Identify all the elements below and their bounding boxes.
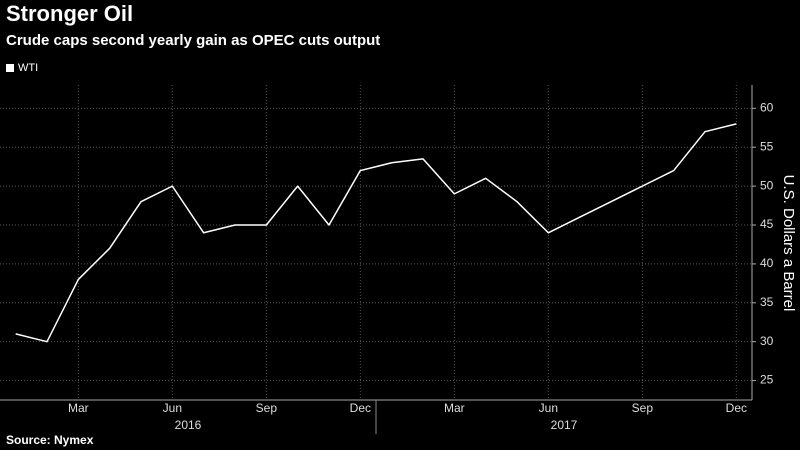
x-tick-label: Jun [163, 401, 182, 415]
legend-label: WTI [18, 62, 38, 74]
y-tick-label: 60 [760, 101, 774, 115]
y-tick-label: 45 [760, 217, 774, 231]
x-tick-label: Sep [256, 401, 278, 415]
y-tick-label: 40 [760, 256, 774, 270]
x-tick-label: Dec [726, 401, 747, 415]
year-label: 2016 [175, 418, 202, 432]
x-tick-label: Mar [444, 401, 465, 415]
y-tick-label: 50 [760, 178, 774, 192]
y-tick-label: 55 [760, 139, 774, 153]
y-tick-label: 35 [760, 295, 774, 309]
y-axis-label: U.S. Dollars a Barrel [780, 175, 797, 312]
x-tick-label: Mar [68, 401, 89, 415]
line-series [15, 123, 737, 343]
chart-title: Stronger Oil [6, 1, 133, 26]
source: Source: Nymex [6, 433, 94, 447]
y-tick-label: 25 [760, 373, 774, 387]
x-tick-label: Dec [350, 401, 371, 415]
x-tick-label: Sep [632, 401, 654, 415]
legend-swatch [6, 64, 14, 72]
chart-subtitle: Crude caps second yearly gain as OPEC cu… [6, 32, 380, 49]
y-tick-label: 30 [760, 334, 774, 348]
year-label: 2017 [551, 418, 578, 432]
x-tick-label: Jun [539, 401, 558, 415]
